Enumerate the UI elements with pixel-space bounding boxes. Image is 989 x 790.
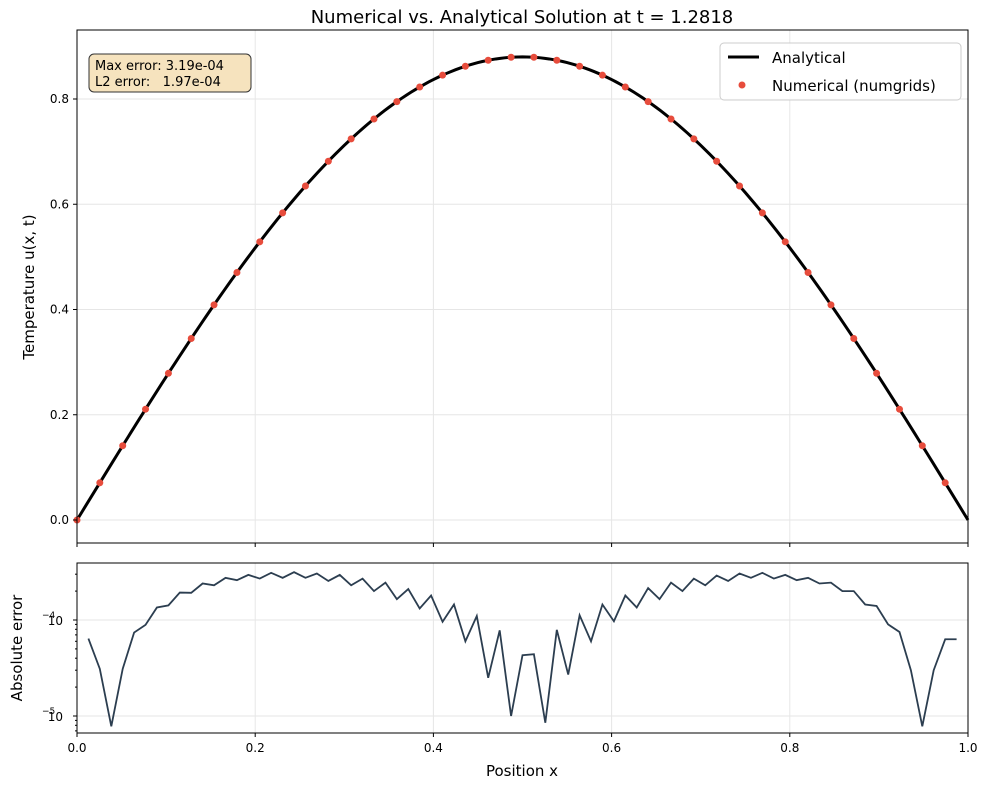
- numerical-point: [142, 405, 150, 413]
- numerical-point: [119, 442, 127, 450]
- numerical-point: [781, 238, 789, 246]
- numerical-point: [279, 209, 287, 217]
- numerical-point: [530, 53, 538, 61]
- y-tick-label: 0.6: [50, 197, 69, 211]
- numerical-point: [850, 334, 858, 342]
- svg-text:−4: −4: [42, 611, 56, 621]
- numerical-point: [713, 157, 721, 165]
- legend-numerical-swatch: [738, 81, 746, 89]
- numerical-point: [827, 301, 835, 309]
- y-tick-label: 0.2: [50, 408, 69, 422]
- bottom-grid: [76, 563, 969, 733]
- bottom-y-axis-label: Absolute error: [8, 594, 26, 701]
- numerical-point: [187, 334, 195, 342]
- numerical-point: [621, 83, 629, 91]
- numerical-point: [210, 301, 218, 309]
- numerical-point: [507, 53, 515, 61]
- numerical-point: [941, 479, 949, 487]
- y-tick-label: 0.8: [50, 92, 69, 106]
- svg-text:10: 10: [48, 710, 63, 724]
- x-tick-label: 0.0: [67, 741, 86, 755]
- x-tick-label: 0.4: [424, 741, 443, 755]
- y-tick-label: 0.4: [50, 303, 69, 317]
- numerical-point: [164, 369, 172, 377]
- numerical-point: [736, 182, 744, 190]
- numerical-point: [347, 135, 355, 143]
- chart-title: Numerical vs. Analytical Solution at t =…: [311, 7, 734, 28]
- numerical-point: [918, 442, 926, 450]
- x-tick-label: 0.8: [780, 741, 799, 755]
- x-ticks: 0.0 0.2 0.4 0.6 0.8 1.0: [67, 543, 978, 755]
- numerical-point: [690, 135, 698, 143]
- numerical-point: [553, 56, 561, 64]
- x-tick-label: 1.0: [958, 741, 977, 755]
- y-tick-label: 0.0: [50, 513, 69, 527]
- numerical-point: [758, 209, 766, 217]
- svg-text:10: 10: [48, 614, 63, 628]
- legend-numerical-label: Numerical (numgrids): [772, 77, 936, 95]
- numerical-points: [73, 53, 949, 524]
- numerical-point: [233, 268, 241, 276]
- top-grid: [76, 30, 969, 543]
- numerical-point: [873, 369, 881, 377]
- numerical-point: [370, 115, 378, 123]
- top-y-ticks: 0.0 0.2 0.4 0.6 0.8: [50, 92, 77, 527]
- numerical-point: [667, 115, 675, 123]
- top-axes-frame: [76, 29, 969, 544]
- numerical-point: [256, 238, 264, 246]
- x-tick-label: 0.2: [246, 741, 265, 755]
- numerical-point: [439, 71, 447, 79]
- max-error-text: Max error: 3.19e-04: [95, 59, 224, 74]
- x-tick-label: 0.6: [602, 741, 621, 755]
- numerical-point: [324, 157, 332, 165]
- bottom-axes-frame: [76, 562, 969, 734]
- top-y-axis-label: Temperature u(x, t): [20, 214, 38, 360]
- numerical-point: [461, 62, 469, 70]
- numerical-point: [598, 71, 606, 79]
- numerical-point: [644, 98, 652, 106]
- numerical-point: [576, 62, 584, 70]
- legend: Analytical Numerical (numgrids): [719, 42, 962, 101]
- error-curve: [87, 571, 957, 727]
- legend-analytical-label: Analytical: [772, 49, 846, 67]
- numerical-point: [416, 83, 424, 91]
- numerical-point: [895, 405, 903, 413]
- error-annotation: Max error: 3.19e-04 L2 error: 1.97e-04: [88, 53, 252, 93]
- numerical-point: [393, 98, 401, 106]
- numerical-point: [484, 56, 492, 64]
- svg-text:−5: −5: [42, 707, 55, 717]
- x-axis-label: Position x: [486, 762, 558, 780]
- numerical-point: [301, 182, 309, 190]
- numerical-point: [804, 268, 812, 276]
- numerical-point: [96, 479, 104, 487]
- analytical-curve: [75, 55, 970, 521]
- bottom-y-ticks: 10−510−4: [42, 573, 77, 732]
- l2-error-text: L2 error: 1.97e-04: [95, 75, 221, 90]
